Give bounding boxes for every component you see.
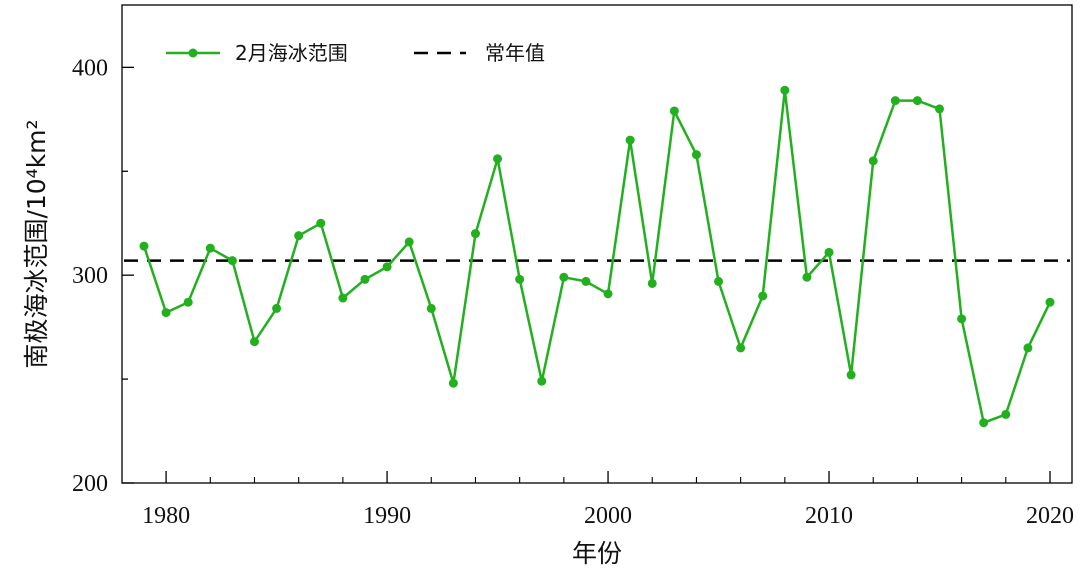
y-axis-title: 南极海冰范围/10⁴km²: [22, 119, 51, 368]
data-point: [824, 247, 834, 257]
data-point: [559, 272, 569, 282]
data-point: [647, 278, 657, 288]
legend-label-baseline: 常年值: [485, 41, 545, 65]
data-point: [227, 256, 237, 266]
data-point: [161, 308, 171, 318]
data-point: [912, 96, 922, 106]
data-point: [625, 135, 635, 145]
data-point: [758, 291, 768, 301]
x-tick-label: 2020: [1026, 503, 1074, 529]
data-point: [603, 289, 613, 299]
x-tick-label: 1990: [363, 503, 411, 529]
data-point: [205, 243, 215, 253]
data-point: [515, 274, 525, 284]
data-point: [493, 154, 503, 164]
data-point: [957, 314, 967, 324]
data-point: [581, 276, 591, 286]
data-point: [935, 104, 945, 114]
data-point: [802, 272, 812, 282]
x-axis-title: 年份: [572, 539, 622, 568]
data-point: [360, 274, 370, 284]
data-point: [1001, 409, 1011, 419]
data-point: [316, 218, 326, 228]
x-tick-label: 2000: [584, 503, 632, 529]
legend-marker-series: [188, 48, 198, 58]
data-point: [139, 241, 149, 251]
data-point: [691, 150, 701, 160]
tick-labels: 1980 1990 2000 2010 2020 200 300 400: [72, 55, 1074, 529]
data-point: [736, 343, 746, 353]
sea-ice-series-line: [142, 88, 1052, 424]
y-tick-label: 300: [72, 263, 108, 289]
data-point: [183, 297, 193, 307]
axis-ticks: [122, 66, 1051, 484]
data-point: [382, 262, 392, 272]
data-point: [1045, 297, 1055, 307]
data-point: [890, 96, 900, 106]
data-point: [780, 85, 790, 95]
data-point: [669, 106, 679, 116]
data-point: [714, 276, 724, 286]
data-point: [249, 337, 259, 347]
y-tick-label: 400: [72, 55, 108, 81]
data-point: [426, 303, 436, 313]
data-point: [868, 156, 878, 166]
data-point: [537, 376, 547, 386]
data-point: [470, 229, 480, 239]
data-point: [846, 370, 856, 380]
data-points: [139, 85, 1055, 428]
data-point: [294, 231, 304, 241]
data-point: [448, 378, 458, 388]
data-point: [272, 303, 282, 313]
data-point: [1023, 343, 1033, 353]
data-point: [979, 418, 989, 428]
legend-label-series: 2月海冰范围: [235, 41, 348, 65]
y-tick-label: 200: [72, 471, 108, 497]
data-point: [404, 237, 414, 247]
x-tick-label: 1980: [142, 503, 190, 529]
legend: 2月海冰范围 常年值: [166, 41, 545, 65]
data-point: [338, 293, 348, 303]
x-tick-label: 2010: [805, 503, 853, 529]
plot-frame: [121, 4, 1073, 484]
